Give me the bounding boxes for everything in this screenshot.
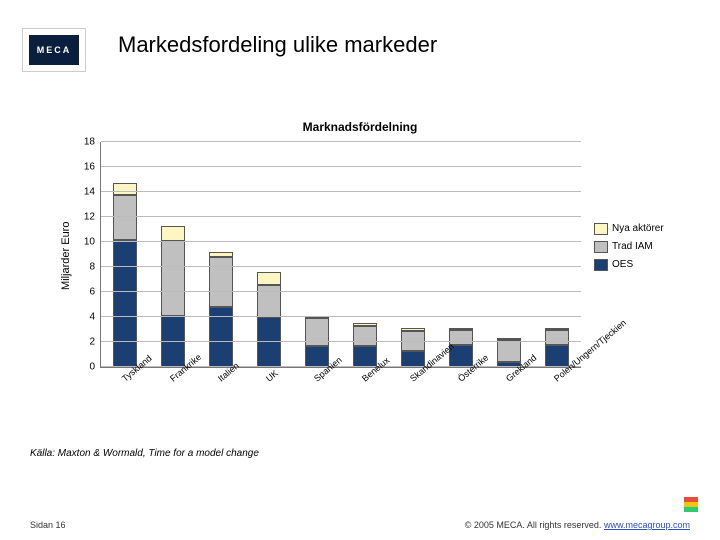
gridline <box>101 266 581 267</box>
slide-title: Markedsfordeling ulike markeder <box>118 32 437 58</box>
bar-segment <box>497 340 521 363</box>
legend-item: Nya aktörer <box>594 220 664 238</box>
legend-label: Trad IAM <box>612 238 653 256</box>
gridline <box>101 216 581 217</box>
bar-segment <box>113 195 137 240</box>
gridline <box>101 241 581 242</box>
bar-segment <box>449 328 473 330</box>
flag-stripe <box>684 507 698 512</box>
ytick-label: 4 <box>89 312 101 323</box>
ytick-label: 2 <box>89 337 101 348</box>
ytick-label: 8 <box>89 262 101 273</box>
chart-legend: Nya aktörerTrad IAMOES <box>594 220 664 274</box>
logo-text: MECA <box>29 35 79 65</box>
bar-segment <box>161 241 185 316</box>
legend-swatch <box>594 259 608 271</box>
bar-segment <box>449 330 473 345</box>
bar-segment <box>113 240 137 368</box>
footer-link[interactable]: www.mecagroup.com <box>604 520 690 530</box>
ytick-label: 10 <box>84 237 101 248</box>
legend-label: OES <box>612 256 633 274</box>
ytick-label: 0 <box>89 362 101 373</box>
ytick-label: 14 <box>84 187 101 198</box>
bar-segment <box>353 326 377 346</box>
bar-segment <box>209 257 233 307</box>
bar-segment <box>209 252 233 257</box>
xtick-label: UK <box>264 368 280 384</box>
chart-title: Marknadsfördelning <box>0 120 720 134</box>
legend-label: Nya aktörer <box>612 220 664 238</box>
legend-item: OES <box>594 256 664 274</box>
ytick-label: 12 <box>84 212 101 223</box>
bar-segment <box>113 183 137 194</box>
source-text: Källa: Maxton & Wormald, Time for a mode… <box>30 448 259 459</box>
gridline <box>101 316 581 317</box>
legend-item: Trad IAM <box>594 238 664 256</box>
chart-ylabel: Miljarder Euro <box>60 222 72 290</box>
ytick-label: 16 <box>84 162 101 173</box>
bar-segment <box>257 317 281 367</box>
bar-segment <box>257 272 281 285</box>
logo: MECA <box>22 28 86 72</box>
bar-segment <box>497 338 521 340</box>
bar-segment <box>545 330 569 345</box>
chart-plot-area: 024681012141618 <box>100 142 581 368</box>
bar-segment <box>353 323 377 326</box>
gridline <box>101 191 581 192</box>
legend-swatch <box>594 241 608 253</box>
chart-bars <box>101 142 581 367</box>
bar-segment <box>401 328 425 331</box>
page-number: Sidan 16 <box>30 520 66 530</box>
footer-copyright: © 2005 MECA. All rights reserved. www.me… <box>465 520 690 530</box>
bar-segment <box>161 226 185 241</box>
legend-swatch <box>594 223 608 235</box>
gridline <box>101 141 581 142</box>
copyright-text: © 2005 MECA. All rights reserved. <box>465 520 604 530</box>
gridline <box>101 166 581 167</box>
gridline <box>101 366 581 367</box>
gridline <box>101 341 581 342</box>
bar-segment <box>257 285 281 318</box>
bar-segment <box>545 328 569 330</box>
corner-flag-icon <box>684 497 698 512</box>
ytick-label: 6 <box>89 287 101 298</box>
gridline <box>101 291 581 292</box>
ytick-label: 18 <box>84 137 101 148</box>
